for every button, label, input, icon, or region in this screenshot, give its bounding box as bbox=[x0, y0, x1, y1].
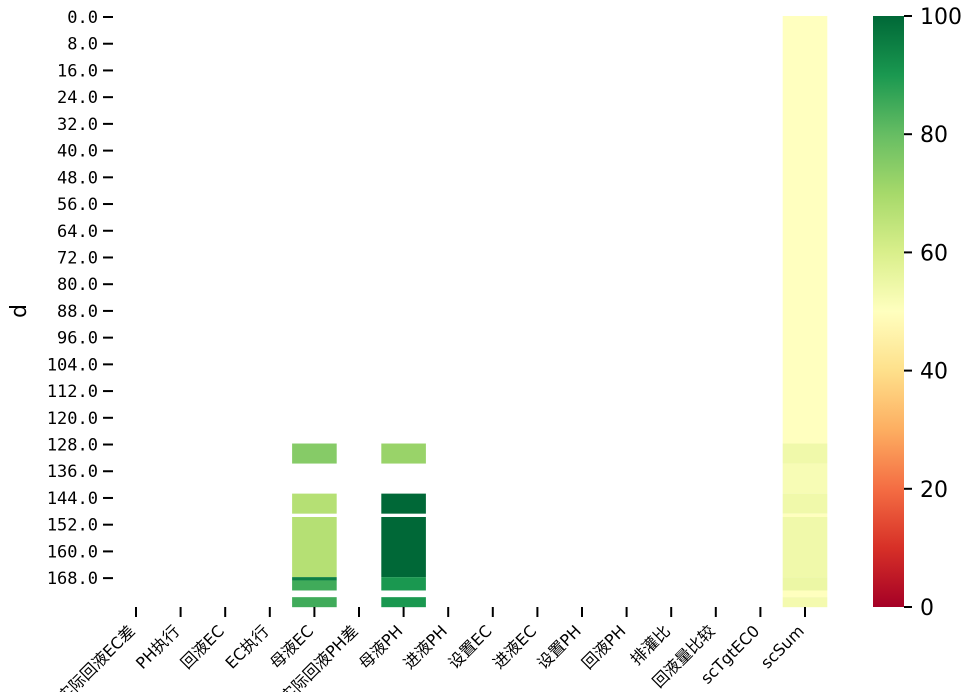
y-tick-label: 56.0 bbox=[57, 195, 98, 215]
x-tick-label: 进液PH bbox=[400, 621, 451, 672]
x-tick-label: 回液EC bbox=[177, 621, 228, 672]
heatmap-cell bbox=[292, 597, 337, 608]
y-tick-label: 96.0 bbox=[57, 329, 98, 349]
y-tick-label: 40.0 bbox=[57, 142, 98, 162]
heatmap-cell bbox=[381, 493, 426, 514]
y-tick-label: 8.0 bbox=[67, 35, 98, 55]
colorbar-strip bbox=[873, 16, 904, 607]
x-tick-label: 设置PH bbox=[533, 621, 584, 672]
heatmap-cells bbox=[292, 16, 828, 608]
x-tick-label: 回液PH bbox=[578, 621, 629, 672]
colorbar: 0 20 40 60 80 100 bbox=[873, 5, 962, 621]
colorbar-tick-label: 40 bbox=[920, 360, 948, 385]
x-tick-label: PH执行 bbox=[132, 621, 183, 672]
heatmap-cell bbox=[782, 16, 828, 444]
y-tick-label: 48.0 bbox=[57, 168, 98, 188]
heatmap-cell bbox=[292, 493, 337, 514]
y-tick-label: 104.0 bbox=[47, 355, 98, 375]
y-tick-label: 112.0 bbox=[47, 382, 98, 402]
x-tick-label: 母液PH bbox=[355, 621, 406, 672]
y-tick-label: 136.0 bbox=[47, 462, 98, 482]
heatmap-cell bbox=[381, 443, 426, 464]
heatmap-cell bbox=[381, 577, 426, 591]
heatmap-cell bbox=[292, 517, 337, 578]
x-tick-label: 实际回液EC差 bbox=[54, 621, 139, 692]
y-tick-label: 144.0 bbox=[47, 489, 98, 509]
y-tick-label: 168.0 bbox=[47, 569, 98, 589]
colorbar-tick-label: 60 bbox=[920, 241, 948, 266]
colorbar-tick-label: 20 bbox=[920, 478, 948, 503]
y-tick-label: 80.0 bbox=[57, 275, 98, 295]
colorbar-tick-label: 100 bbox=[920, 5, 962, 30]
heatmap-cell bbox=[782, 493, 828, 514]
heatmap-cell bbox=[292, 580, 337, 591]
x-tick-label: EC执行 bbox=[222, 621, 273, 672]
y-tick-label: 120.0 bbox=[47, 409, 98, 429]
heatmap-cell bbox=[782, 577, 828, 591]
y-tick-label: 72.0 bbox=[57, 248, 98, 268]
heatmap-cell bbox=[782, 590, 828, 598]
y-tick-label: 24.0 bbox=[57, 88, 98, 108]
heatmap-cell bbox=[782, 517, 828, 578]
heatmap-cell bbox=[782, 463, 828, 494]
y-tick-label: 88.0 bbox=[57, 302, 98, 322]
y-tick-label: 0.0 bbox=[67, 8, 98, 28]
heatmap-cell bbox=[381, 517, 426, 578]
x-tick-label: 进液EC bbox=[489, 621, 540, 672]
heatmap-cell bbox=[381, 597, 426, 608]
x-axis: 实际回液EC差PH执行回液ECEC执行母液EC实际回液PH差母液PH进液PH设置… bbox=[54, 607, 808, 692]
y-tick-label: 64.0 bbox=[57, 222, 98, 242]
heatmap-cell bbox=[782, 513, 828, 517]
y-axis-label: d bbox=[7, 304, 32, 318]
heatmap-cell bbox=[292, 443, 337, 464]
heatmap-cell bbox=[782, 597, 828, 608]
colorbar-tick-label: 0 bbox=[920, 596, 934, 621]
heatmap-cell bbox=[782, 443, 828, 464]
x-tick-label: scSum bbox=[757, 621, 808, 672]
y-axis: 0.0 8.0 16.0 24.0 32.0 40.0 48.0 56.0 64.0 72.0 80… bbox=[47, 8, 113, 589]
y-tick-label: 152.0 bbox=[47, 516, 98, 536]
y-tick-label: 128.0 bbox=[47, 436, 98, 456]
y-tick-label: 32.0 bbox=[57, 115, 98, 135]
colorbar-tick-label: 80 bbox=[920, 123, 948, 148]
y-tick-label: 160.0 bbox=[47, 542, 98, 562]
y-tick-label: 16.0 bbox=[57, 61, 98, 81]
x-tick-label: 设置EC bbox=[445, 621, 496, 672]
heatmap-cell bbox=[292, 577, 337, 581]
